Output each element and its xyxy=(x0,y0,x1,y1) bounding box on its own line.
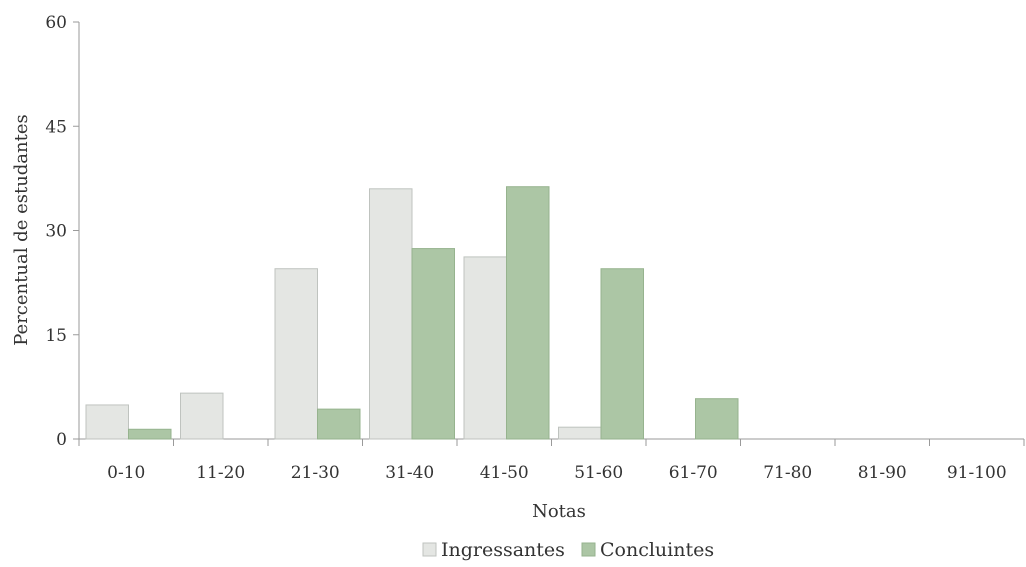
bar-concluintes-51-60 xyxy=(600,268,644,440)
legend-swatch xyxy=(581,542,596,557)
x-tick-label: 81-90 xyxy=(858,463,907,483)
legend-label: Ingressantes xyxy=(441,539,565,561)
x-tick-label: 71-80 xyxy=(763,463,812,483)
bar-concluintes-31-40 xyxy=(411,248,455,440)
legend-item-ingressantes: Ingressantes xyxy=(422,539,565,561)
x-tick-label: 0-10 xyxy=(107,463,145,483)
x-tick-label: 51-60 xyxy=(574,463,623,483)
x-axis: 0-10 11-20 21-30 31-40 41-50 51-60 61-70 71-80 8… xyxy=(78,438,1025,483)
y-axis: 0 15 30 45 60 xyxy=(45,13,80,450)
y-tick-label: 30 xyxy=(45,222,67,242)
bar-ingressantes-0-10 xyxy=(85,404,129,440)
x-tick-label: 61-70 xyxy=(669,463,718,483)
legend-label: Concluintes xyxy=(600,539,714,561)
bar-concluintes-21-30 xyxy=(317,408,361,440)
bar-concluintes-41-50 xyxy=(506,186,550,440)
x-tick-label: 41-50 xyxy=(480,463,529,483)
legend-swatch xyxy=(422,542,437,557)
bar-ingressantes-21-30 xyxy=(274,268,318,440)
legend: Ingressantes Concluintes xyxy=(422,539,714,561)
bar-ingressantes-31-40 xyxy=(369,188,413,440)
bars xyxy=(85,186,739,440)
x-tick-label: 31-40 xyxy=(385,463,434,483)
y-tick-label: 0 xyxy=(56,430,67,450)
bar-ingressantes-11-20 xyxy=(180,392,224,440)
x-axis-title: Notas xyxy=(532,501,586,522)
x-tick-label: 11-20 xyxy=(196,463,245,483)
bar-ingressantes-41-50 xyxy=(463,256,507,440)
x-tick-label: 21-30 xyxy=(291,463,340,483)
y-tick-label: 45 xyxy=(45,117,67,137)
y-axis-title: Percentual de estudantes xyxy=(11,114,32,346)
x-tick-label: 91-100 xyxy=(947,463,1007,483)
bar-ingressantes-51-60 xyxy=(558,426,602,440)
bar-concluintes-61-70 xyxy=(695,398,739,440)
bar-concluintes-0-10 xyxy=(128,428,172,440)
y-tick-label: 60 xyxy=(45,13,67,33)
legend-item-concluintes: Concluintes xyxy=(581,539,714,561)
y-tick-label: 15 xyxy=(45,326,67,346)
